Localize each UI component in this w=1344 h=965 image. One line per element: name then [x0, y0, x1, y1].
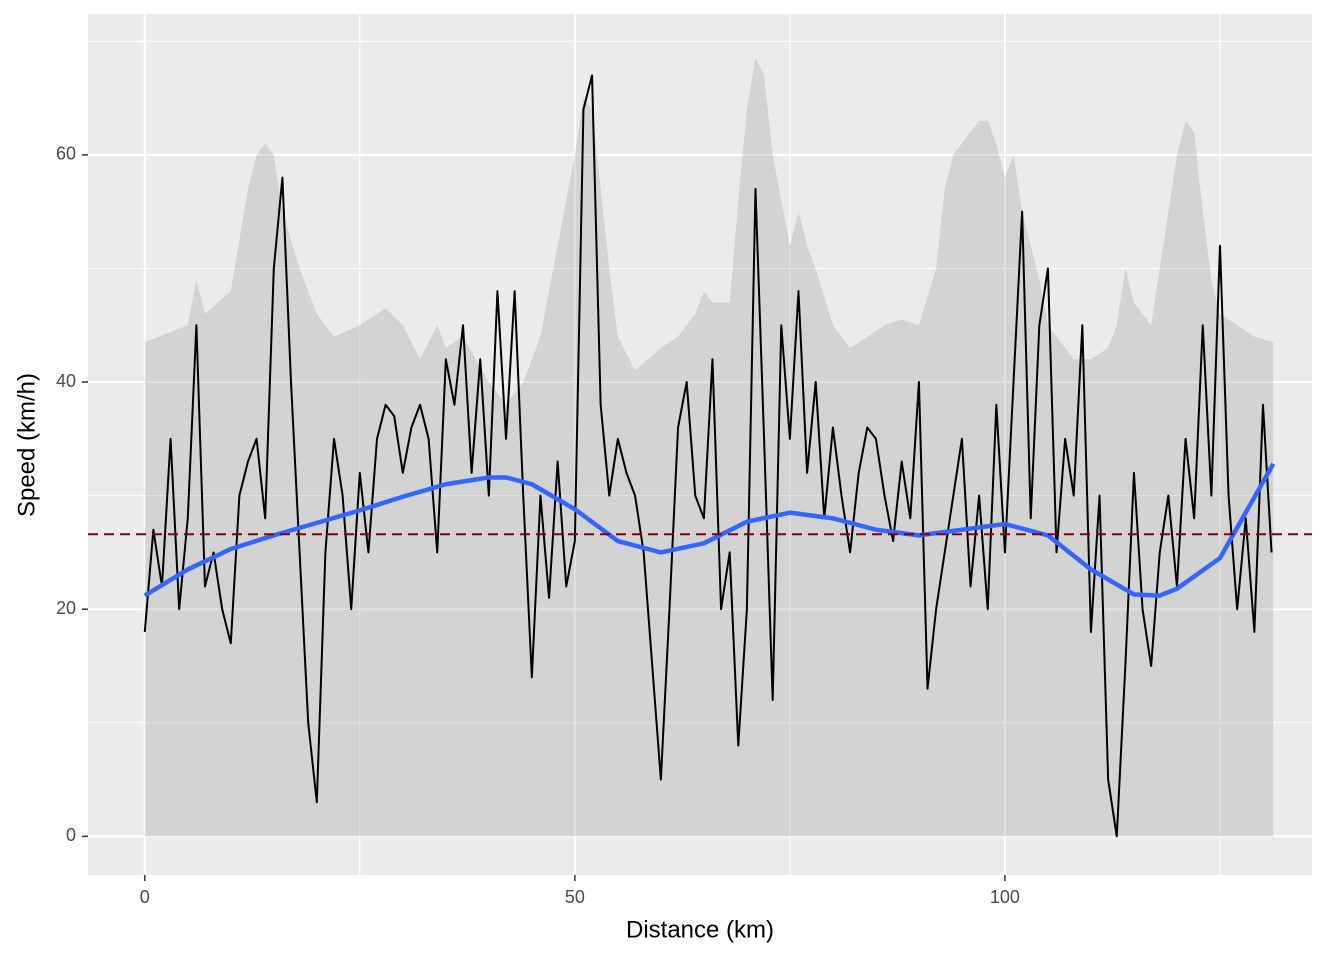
- x-tick-label: 100: [990, 887, 1020, 907]
- panel: [88, 14, 1312, 875]
- y-tick-label: 40: [56, 371, 76, 391]
- x-tick-label: 50: [565, 887, 585, 907]
- x-tick-label: 0: [140, 887, 150, 907]
- y-tick-label: 20: [56, 598, 76, 618]
- x-axis-title: Distance (km): [626, 916, 774, 943]
- smooth-line: [143, 462, 1276, 598]
- y-tick-label: 60: [56, 144, 76, 164]
- elevation-area: [144, 58, 1274, 837]
- speed-line: [143, 74, 1273, 838]
- y-axis-title: Speed (km/h): [13, 373, 40, 517]
- y-tick-label: 0: [66, 825, 76, 845]
